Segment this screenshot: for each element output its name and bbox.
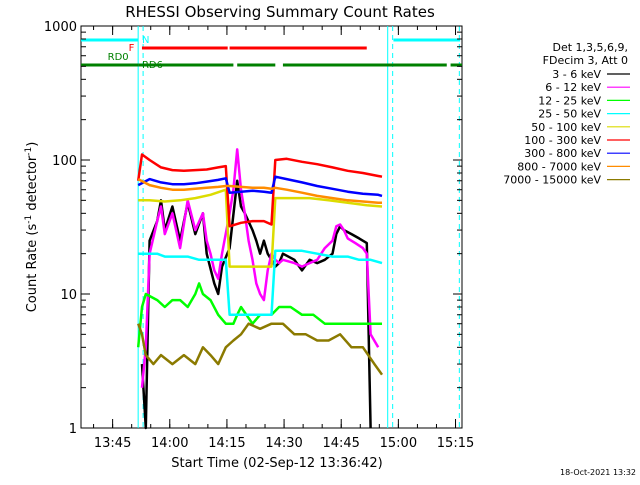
x-tick-label: 14:00 <box>151 436 188 451</box>
y-tick-label: 100 <box>52 154 77 169</box>
legend-entry-label: 50 - 100 keV <box>531 121 601 134</box>
legend-entry-label: 300 - 800 keV <box>524 147 601 160</box>
flag-label: F <box>129 43 135 54</box>
x-tick-label: 15:15 <box>437 436 474 451</box>
y-label-end: ) <box>25 142 40 147</box>
series-line <box>136 282 382 348</box>
series-line <box>136 153 383 228</box>
plot-frame <box>80 25 463 429</box>
legend-entry-label: 25 - 50 keV <box>538 108 601 121</box>
legend-entry-label: 3 - 6 keV <box>552 68 601 81</box>
series-line <box>137 175 383 198</box>
flag-label: RD6 <box>142 60 163 71</box>
footer-timestamp: 18-Oct-2021 13:32 <box>560 468 636 477</box>
y-tick-label: 1 <box>69 422 77 437</box>
series-line <box>140 179 372 430</box>
series-lines <box>136 148 384 430</box>
vertical-markers <box>137 26 460 428</box>
series-line <box>137 322 384 376</box>
legend-header-line-1: Det 1,3,5,6,9, <box>552 41 628 54</box>
y-label-sup-1: -1 <box>24 215 34 224</box>
x-tick-label: 14:15 <box>208 436 245 451</box>
x-tick-label: 13:45 <box>94 436 131 451</box>
series-line <box>140 148 380 388</box>
legend-entry-label: 100 - 300 keV <box>524 134 601 147</box>
y-tick-label: 1000 <box>44 20 77 35</box>
flag-label: N <box>142 35 149 46</box>
legend-entry-label: 6 - 12 keV <box>545 81 601 94</box>
legend-entry-label: 12 - 25 keV <box>538 94 601 107</box>
x-axis-label: Start Time (02-Sep-12 13:36:42) <box>171 456 382 471</box>
y-tick-label: 10 <box>60 288 77 303</box>
y-label-mid: detector <box>25 155 40 215</box>
x-tick-label: 14:45 <box>322 436 359 451</box>
series-line <box>137 177 382 204</box>
y-label-main: Count Rate (s <box>25 224 40 313</box>
series-line <box>138 249 383 317</box>
flag-label: RD0 <box>108 52 129 63</box>
legend-entry-label: 800 - 7000 keV <box>517 160 601 173</box>
chart-title: RHESSI Observing Summary Count Rates <box>125 3 435 21</box>
y-label-sup-2: -1 <box>24 147 34 156</box>
x-axis-ticks: 13:45 14:00 14:15 14:30 14:45 15:00 15:15 <box>93 26 474 451</box>
legend: Det 1,3,5,6,9, FDecim 3, Att 0 3 - 6 keV… <box>503 41 630 187</box>
y-axis-ticks: 1 10 100 1000 <box>44 20 462 437</box>
legend-header-line-2: FDecim 3, Att 0 <box>543 54 628 67</box>
x-tick-label: 14:30 <box>265 436 302 451</box>
series-line <box>138 188 383 268</box>
x-tick-label: 15:00 <box>380 436 417 451</box>
legend-entry-label: 7000 - 15000 keV <box>503 174 601 187</box>
y-axis-label: Count Rate (s-1 detector-1) <box>24 142 40 313</box>
